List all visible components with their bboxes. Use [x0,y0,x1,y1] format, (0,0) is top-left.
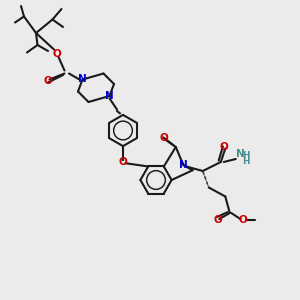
Text: N: N [105,91,114,101]
Text: N: N [236,149,245,160]
Text: O: O [44,76,52,86]
Text: O: O [213,215,222,226]
Text: N: N [179,160,188,170]
Text: O: O [52,49,62,59]
Text: H: H [242,157,249,166]
Text: N: N [78,74,87,85]
Text: O: O [159,133,168,143]
Text: O: O [219,142,228,152]
Text: H: H [242,151,249,160]
Text: O: O [118,157,127,167]
Text: O: O [239,215,248,226]
